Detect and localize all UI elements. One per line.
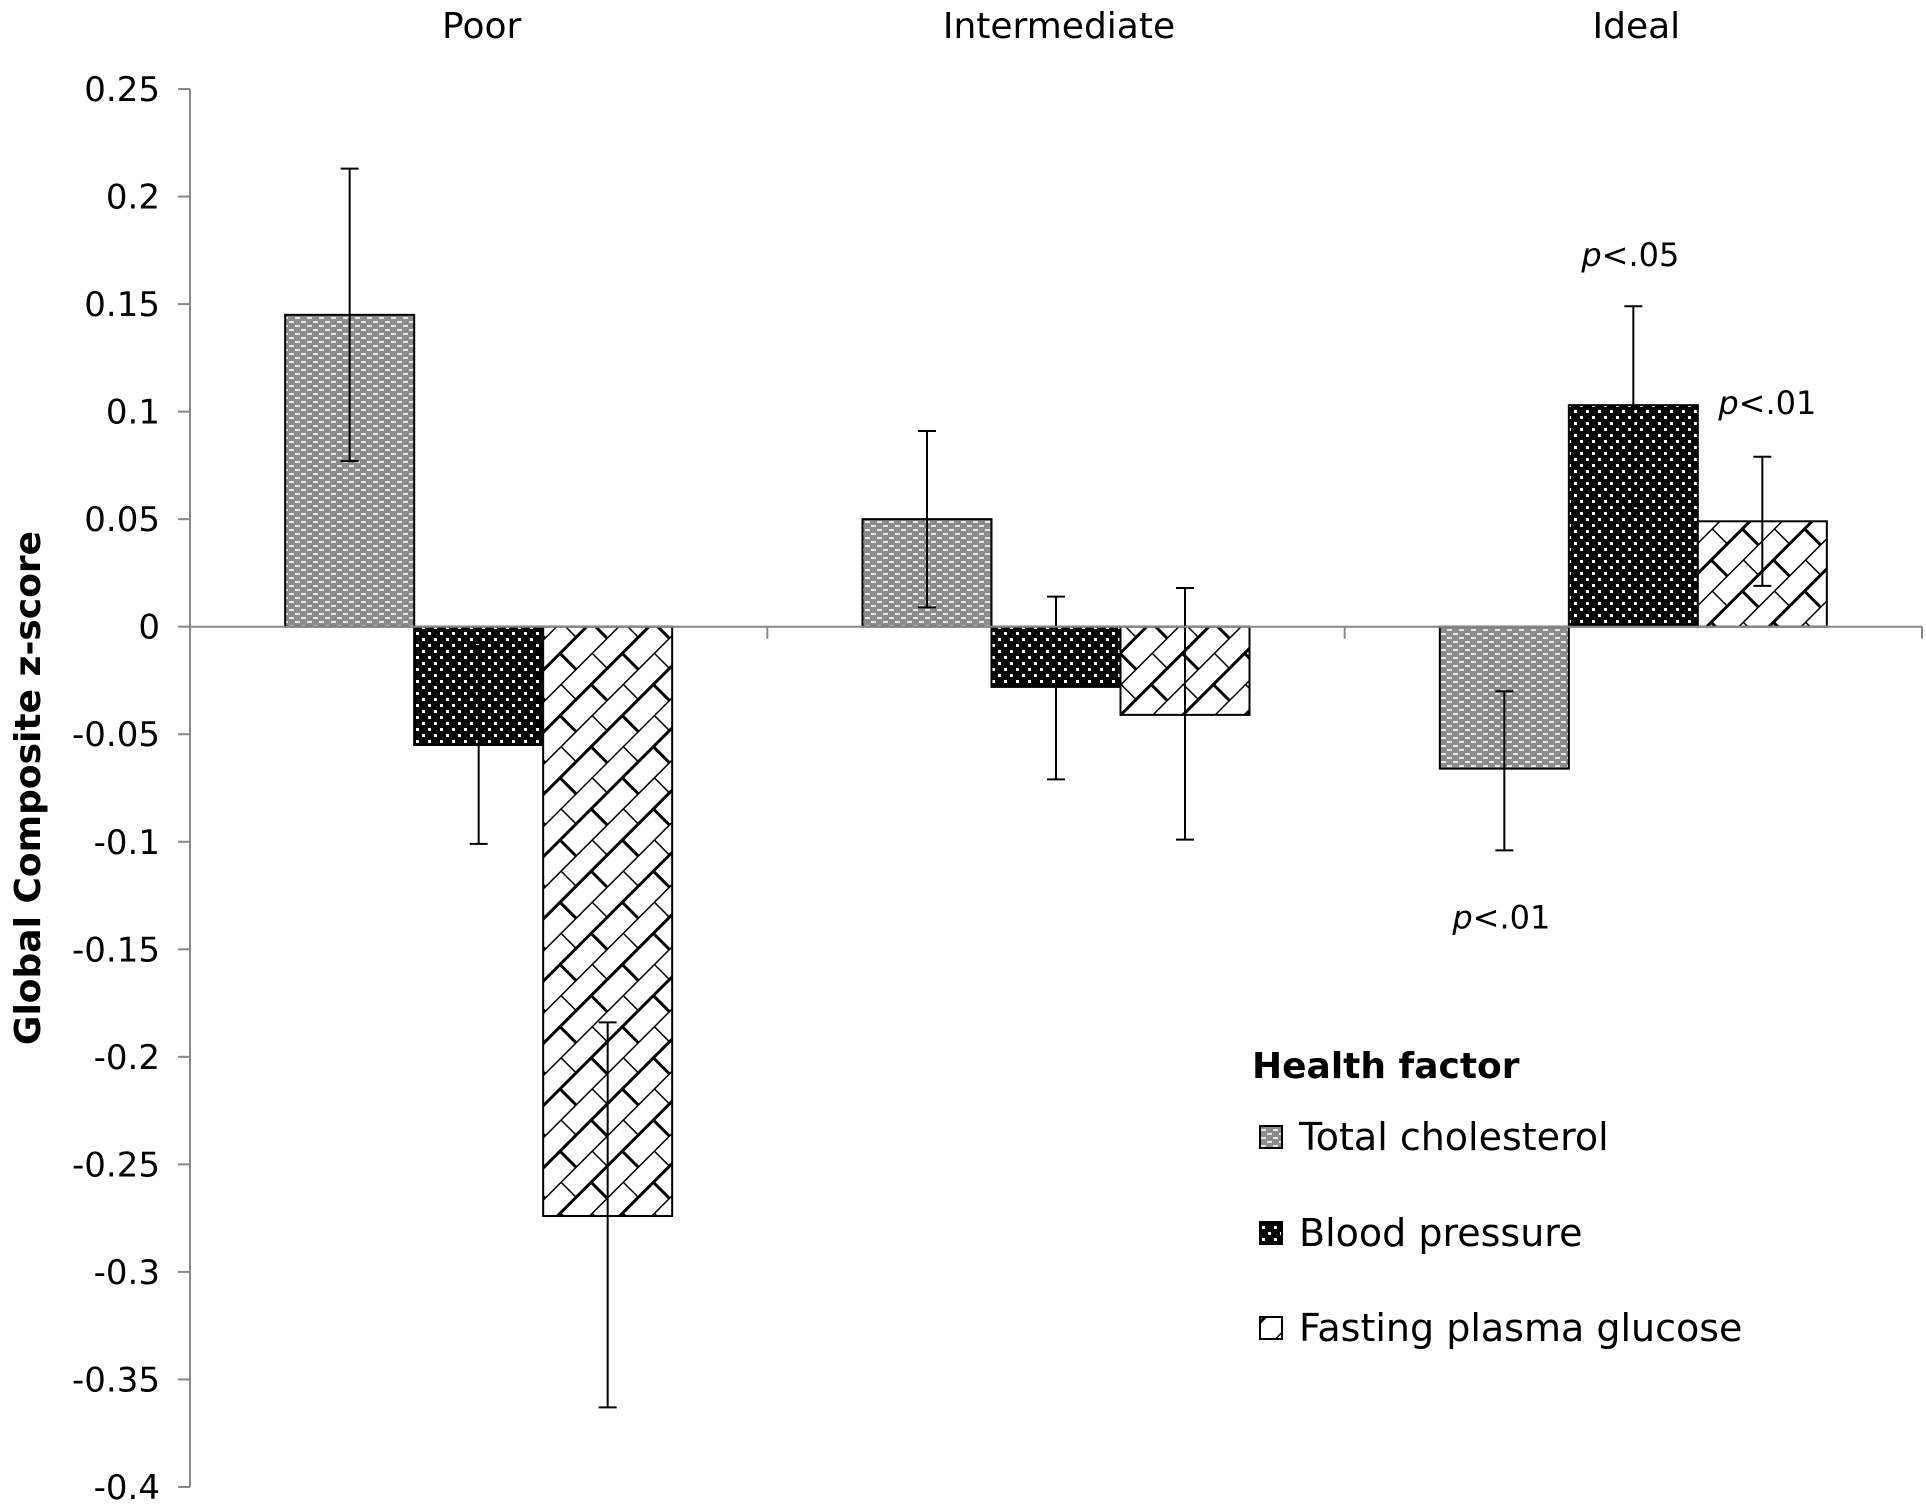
y-tick-label: -0.05 xyxy=(72,715,160,755)
y-tick-label: -0.15 xyxy=(72,930,160,970)
y-tick-label: -0.3 xyxy=(94,1253,160,1293)
y-tick-label: -0.2 xyxy=(94,1038,160,1078)
error-bars-group xyxy=(340,167,1772,1409)
legend-swatch xyxy=(1259,1221,1283,1245)
annotations-group: p<.05 p<.01 p<.01 xyxy=(1451,236,1816,936)
y-axis-title: Global Composite z-score xyxy=(8,531,49,1045)
y-tick-label: 0.15 xyxy=(84,285,160,325)
y-tick-label: 0 xyxy=(138,608,160,648)
category-label: Ideal xyxy=(1592,6,1680,47)
y-tick-label: 0.05 xyxy=(84,500,160,540)
category-label: Intermediate xyxy=(943,6,1175,47)
legend: Health factor Total cholesterol Blood pre… xyxy=(1252,1046,1742,1350)
y-tick-label: -0.25 xyxy=(72,1145,160,1185)
x-axis xyxy=(190,625,1923,639)
legend-label: Blood pressure xyxy=(1299,1211,1582,1255)
legend-swatch xyxy=(1259,1125,1283,1149)
category-labels: Poor Intermediate Ideal xyxy=(442,6,1680,47)
y-tick-label: -0.1 xyxy=(94,823,160,863)
y-axis: 0.25 0.2 0.15 0.1 0.05 0 -0.05 -0.1 -0.15 -0.2 -0.… xyxy=(72,70,191,1508)
y-tick-label: -0.35 xyxy=(72,1360,160,1400)
legend-title: Health factor xyxy=(1252,1046,1520,1087)
y-tick-label: -0.4 xyxy=(94,1468,160,1506)
legend-label: Fasting plasma glucose xyxy=(1299,1306,1742,1350)
y-tick-label: 0.2 xyxy=(106,178,160,218)
significance-annotation: p<.05 xyxy=(1580,236,1679,274)
legend-swatch xyxy=(1259,1316,1283,1340)
category-label: Poor xyxy=(442,6,521,47)
legend-label: Total cholesterol xyxy=(1298,1115,1609,1159)
significance-annotation: p<.01 xyxy=(1451,898,1550,936)
significance-annotation: p<.01 xyxy=(1717,384,1816,422)
y-tick-label: 0.25 xyxy=(84,70,160,110)
y-tick-label: 0.1 xyxy=(106,393,160,433)
